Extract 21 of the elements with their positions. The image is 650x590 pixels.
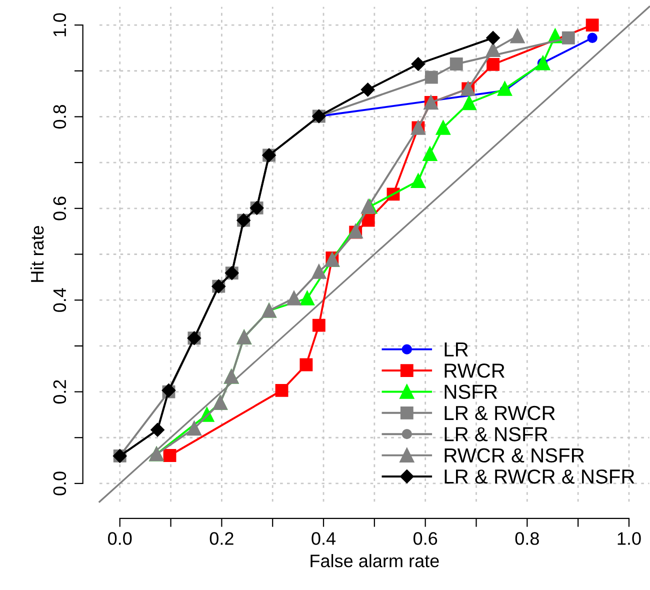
x-axis-title: False alarm rate	[310, 554, 439, 568]
y-tick-label: 0.4	[53, 288, 66, 312]
legend-label: LR & RWCR	[444, 406, 555, 420]
y-tick-label: 0.0	[53, 472, 66, 496]
legend-label: NSFR	[444, 384, 498, 399]
y-axis-title: Hit rate	[30, 226, 44, 282]
x-tick-label: 0.2	[210, 532, 234, 545]
legend-label: RWCR	[444, 364, 505, 378]
x-tick-label: 0.8	[515, 532, 539, 545]
legend-label: RWCR & NSFR	[444, 448, 584, 463]
y-tick-label: 0.6	[53, 196, 66, 220]
y-tick-label: 0.8	[53, 104, 66, 129]
y-tick-label: 0.2	[53, 380, 66, 404]
x-tick-label: 0.0	[108, 532, 132, 545]
legend-label: LR	[444, 342, 468, 356]
legend-label: LR & NSFR	[444, 427, 548, 442]
legend-label: LR & RWCR & NSFR	[444, 469, 634, 484]
y-tick-label: 1.0	[53, 13, 66, 36]
x-tick-label: 1.0	[618, 532, 641, 545]
x-tick-label: 0.4	[312, 532, 336, 545]
x-tick-label: 0.6	[413, 532, 438, 545]
